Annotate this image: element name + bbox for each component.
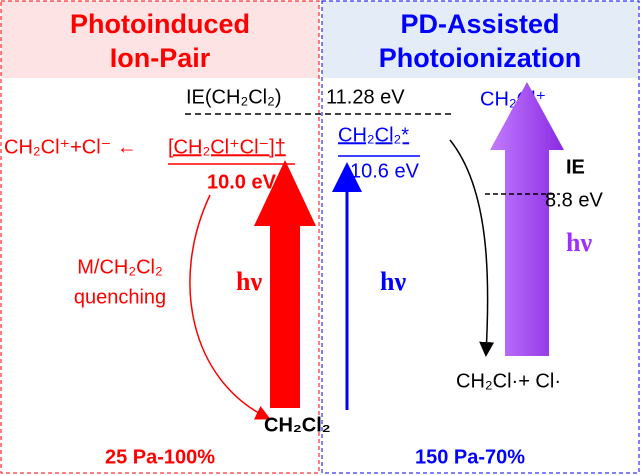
photon-purple: hν: [566, 228, 592, 257]
right-condition: 150 Pa-70%: [415, 446, 525, 468]
reactant: CH₂Cl₂: [264, 414, 331, 436]
photon-blue: hν: [380, 267, 406, 296]
excitation-arrow: [254, 160, 316, 408]
quenching: quenching: [74, 286, 166, 308]
quench-arrow: [189, 194, 271, 420]
products: CH₂Cl⁺+Cl⁻ ←: [4, 136, 137, 158]
right-title: Photoionization: [379, 43, 581, 73]
ie-label: IE(CH₂Cl₂): [186, 86, 282, 108]
excited-state: CH₂Cl₂*: [338, 124, 409, 146]
ie-right-value: 8.8 eV: [545, 189, 603, 211]
ion-pair-energy: 10.0 eV: [207, 171, 277, 193]
left-title: Photoinduced: [70, 9, 250, 39]
right-panel: [321, 0, 640, 474]
radicals: CH₂Cl·+ Cl·: [456, 370, 561, 392]
left-header-bg: [1, 1, 319, 78]
excited-energy: 10.6 eV: [350, 160, 420, 182]
right-header-bg: [322, 1, 639, 78]
ie-right-label: IE: [566, 156, 585, 178]
ionization-arrow: [490, 82, 564, 356]
left-panel: [0, 0, 320, 474]
ion-pair: [CH₂Cl⁺Cl⁻]†: [168, 136, 286, 158]
photon: hν: [236, 267, 262, 296]
right-title: PD-Assisted: [400, 9, 559, 39]
dissociation-arrow: [449, 139, 495, 357]
ie-value: 11.28 eV: [326, 86, 405, 108]
left-title: Ion-Pair: [110, 43, 211, 73]
quenching: M/CH₂Cl₂: [77, 256, 163, 278]
left-condition: 25 Pa-100%: [105, 446, 215, 468]
